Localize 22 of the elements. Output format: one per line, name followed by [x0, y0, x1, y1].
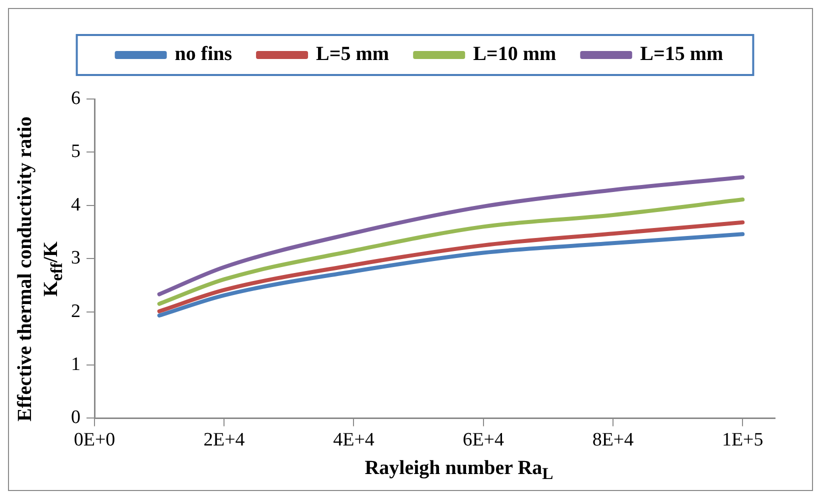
line-series: [157, 220, 745, 314]
legend-label: L=15 mm: [640, 43, 724, 66]
line-series: [157, 198, 745, 306]
x-tick-label: 8E+4: [592, 430, 634, 451]
y-tick-label: 2: [71, 300, 80, 322]
y-tick-label: 4: [71, 194, 81, 216]
y-tick-label: 0: [71, 407, 80, 428]
x-tick-label: 2E+4: [203, 430, 246, 451]
legend-label: L=5 mm: [316, 43, 390, 66]
legend-label: no fins: [174, 43, 232, 66]
x-axis-title: Rayleigh number Ra$_{L}$: [364, 457, 554, 484]
x-tick-label: 6E+4: [462, 430, 505, 451]
legend-label: L=10 mm: [473, 43, 556, 66]
y-tick-label: 6: [71, 88, 80, 109]
x-tick-label: 1E+5: [722, 430, 764, 451]
y-tick-label: 3: [71, 248, 80, 269]
y-tick-label: 1: [71, 354, 80, 375]
line-series: [157, 232, 745, 318]
line-series: [157, 175, 745, 296]
x-tick-label: 4E+4: [333, 430, 375, 451]
x-tick-label: 0E+0: [74, 430, 116, 451]
y-tick-label: 5: [71, 141, 80, 162]
